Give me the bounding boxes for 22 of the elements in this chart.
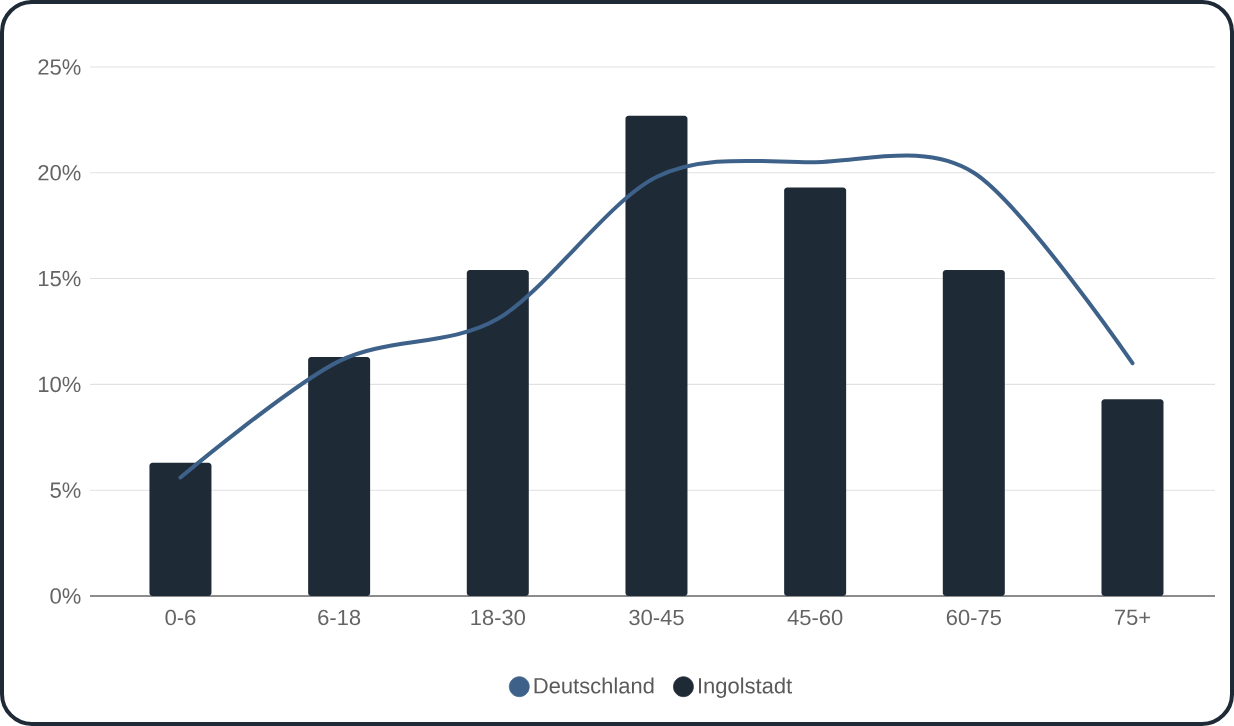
x-tick-label: 30-45 (629, 609, 684, 626)
bar (1101, 399, 1164, 596)
legend-label: Deutschland (534, 677, 654, 694)
x-tick-label: 60-75 (946, 609, 1001, 626)
bar (308, 356, 371, 596)
x-tick-label: 75+ (1114, 609, 1151, 626)
y-tick-label: 25% (38, 59, 81, 75)
bar (625, 115, 688, 596)
y-tick-label: 0% (50, 588, 81, 604)
x-tick-label: 18-30 (471, 609, 526, 626)
bar (784, 187, 847, 596)
y-tick-label: 20% (38, 165, 81, 181)
bar (942, 270, 1005, 596)
y-tick-label: 15% (39, 270, 81, 287)
x-tick-label: 6-18 (318, 609, 361, 626)
bar (149, 462, 212, 596)
legend-label: Ingolstadt (698, 677, 793, 698)
x-tick-label: 45-60 (787, 609, 843, 626)
bar (466, 270, 529, 596)
x-tick-label: 0-6 (165, 609, 196, 626)
y-tick-label: 10% (39, 376, 81, 393)
y-tick-label: 5% (50, 482, 81, 498)
